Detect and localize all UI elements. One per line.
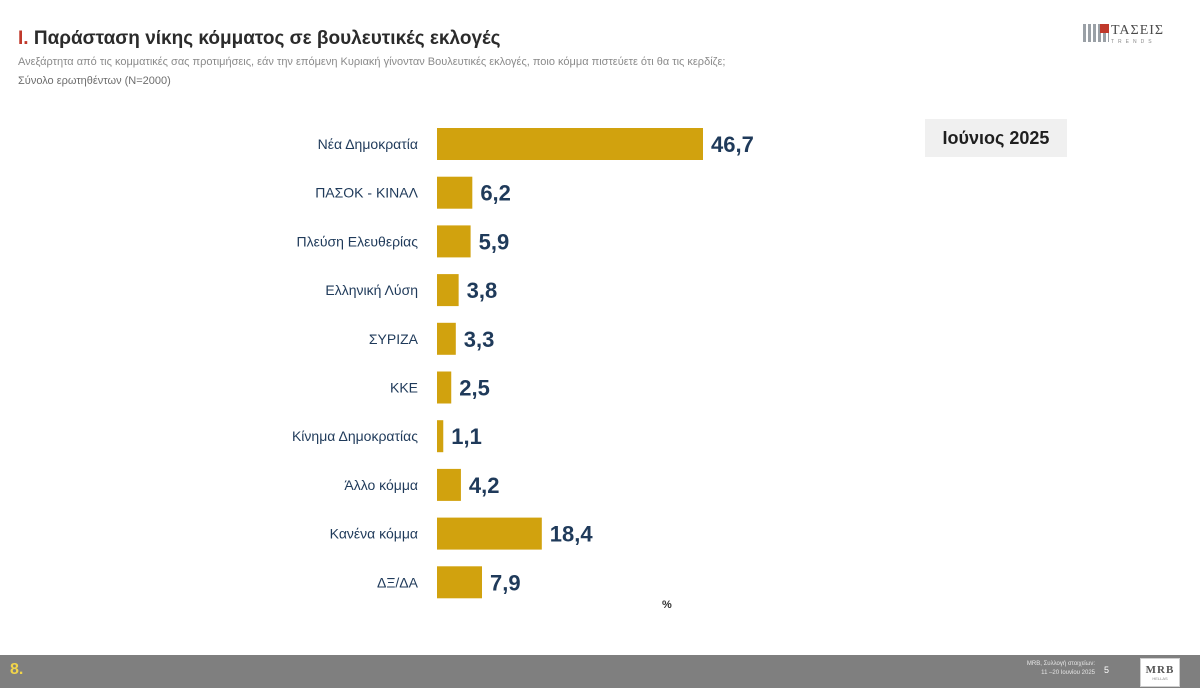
bar xyxy=(437,468,461,501)
logo-sub-text: TRENDS xyxy=(1111,39,1156,45)
data-label: 6,2 xyxy=(480,181,511,206)
question-text: Ανεξάρτητα από τις κομματικές σας προτιμ… xyxy=(18,56,726,68)
mrb-logo-text: MRB xyxy=(1145,663,1175,676)
source-line-2: 11 –20 Ιουνίου 2025 xyxy=(1041,670,1095,676)
title-text: Παράσταση νίκης κόμματος σε βουλευτικές … xyxy=(33,28,501,49)
category-label: ΣΥΡΙΖΑ xyxy=(369,331,419,347)
bar xyxy=(437,566,482,599)
category-label: Νέα Δημοκρατία xyxy=(318,136,418,152)
bar xyxy=(437,517,542,550)
title-number: I. xyxy=(18,28,29,49)
period-badge: Ιούνιος 2025 xyxy=(925,119,1067,157)
bar xyxy=(437,371,452,404)
footer-bar: 8. MRB, Συλλογή στοιχείων: 11 –20 Ιουνίο… xyxy=(0,655,1200,688)
bar xyxy=(437,225,471,258)
category-label: Πλεύση Ελευθερίας xyxy=(296,233,418,249)
data-label: 18,4 xyxy=(550,522,594,547)
data-label: 46,7 xyxy=(711,132,754,157)
bar xyxy=(437,274,459,307)
data-label: 5,9 xyxy=(479,229,510,254)
bar xyxy=(437,420,444,453)
mrb-logo-sub: HELLAS xyxy=(1152,675,1168,681)
chart-title: I. Παράσταση νίκης κόμματος σε βουλευτικ… xyxy=(18,28,500,50)
data-label: 3,3 xyxy=(464,327,495,352)
category-label: Άλλο κόμμα xyxy=(344,477,418,493)
data-label: 4,2 xyxy=(469,473,500,498)
logo-mark-icon xyxy=(1083,24,1109,42)
category-label: ΔΞ/ΔΑ xyxy=(377,574,419,590)
bar xyxy=(437,176,473,209)
data-label: 7,9 xyxy=(490,570,521,595)
category-label: Κανένα κόμμα xyxy=(330,526,418,542)
source-line-1: MRB, Συλλογή στοιχείων: xyxy=(1026,661,1095,667)
sample-size: Σύνολο ερωτηθέντων (N=2000) xyxy=(18,75,171,87)
category-label: ΚΚΕ xyxy=(390,380,418,396)
category-label: Κίνημα Δημοκρατίας xyxy=(292,428,418,444)
tasis-logo: ΤΑΣΕΙΣ TRENDS xyxy=(1083,24,1164,46)
data-label: 1,1 xyxy=(451,424,482,449)
category-label: ΠΑΣΟΚ - ΚΙΝΑΛ xyxy=(315,185,418,201)
source-note: MRB, Συλλογή στοιχείων: 11 –20 Ιουνίου 2… xyxy=(955,660,1095,678)
unit-label: % xyxy=(662,599,672,611)
logo-main-text: ΤΑΣΕΙΣ xyxy=(1111,23,1165,38)
slide-number: 5 xyxy=(1104,665,1110,675)
page-number: 8. xyxy=(10,661,24,678)
bar-chart: Νέα Δημοκρατία 46,7 ΠΑΣΟΚ - ΚΙΝΑΛ 6,2 Πλεύση… xyxy=(292,128,754,611)
data-label: 3,8 xyxy=(467,278,498,303)
data-label: 2,5 xyxy=(459,376,490,401)
category-label: Ελληνική Λύση xyxy=(325,282,418,298)
bar xyxy=(437,128,703,160)
mrb-logo: MRB HELLAS xyxy=(1140,658,1180,687)
bar xyxy=(437,322,456,355)
